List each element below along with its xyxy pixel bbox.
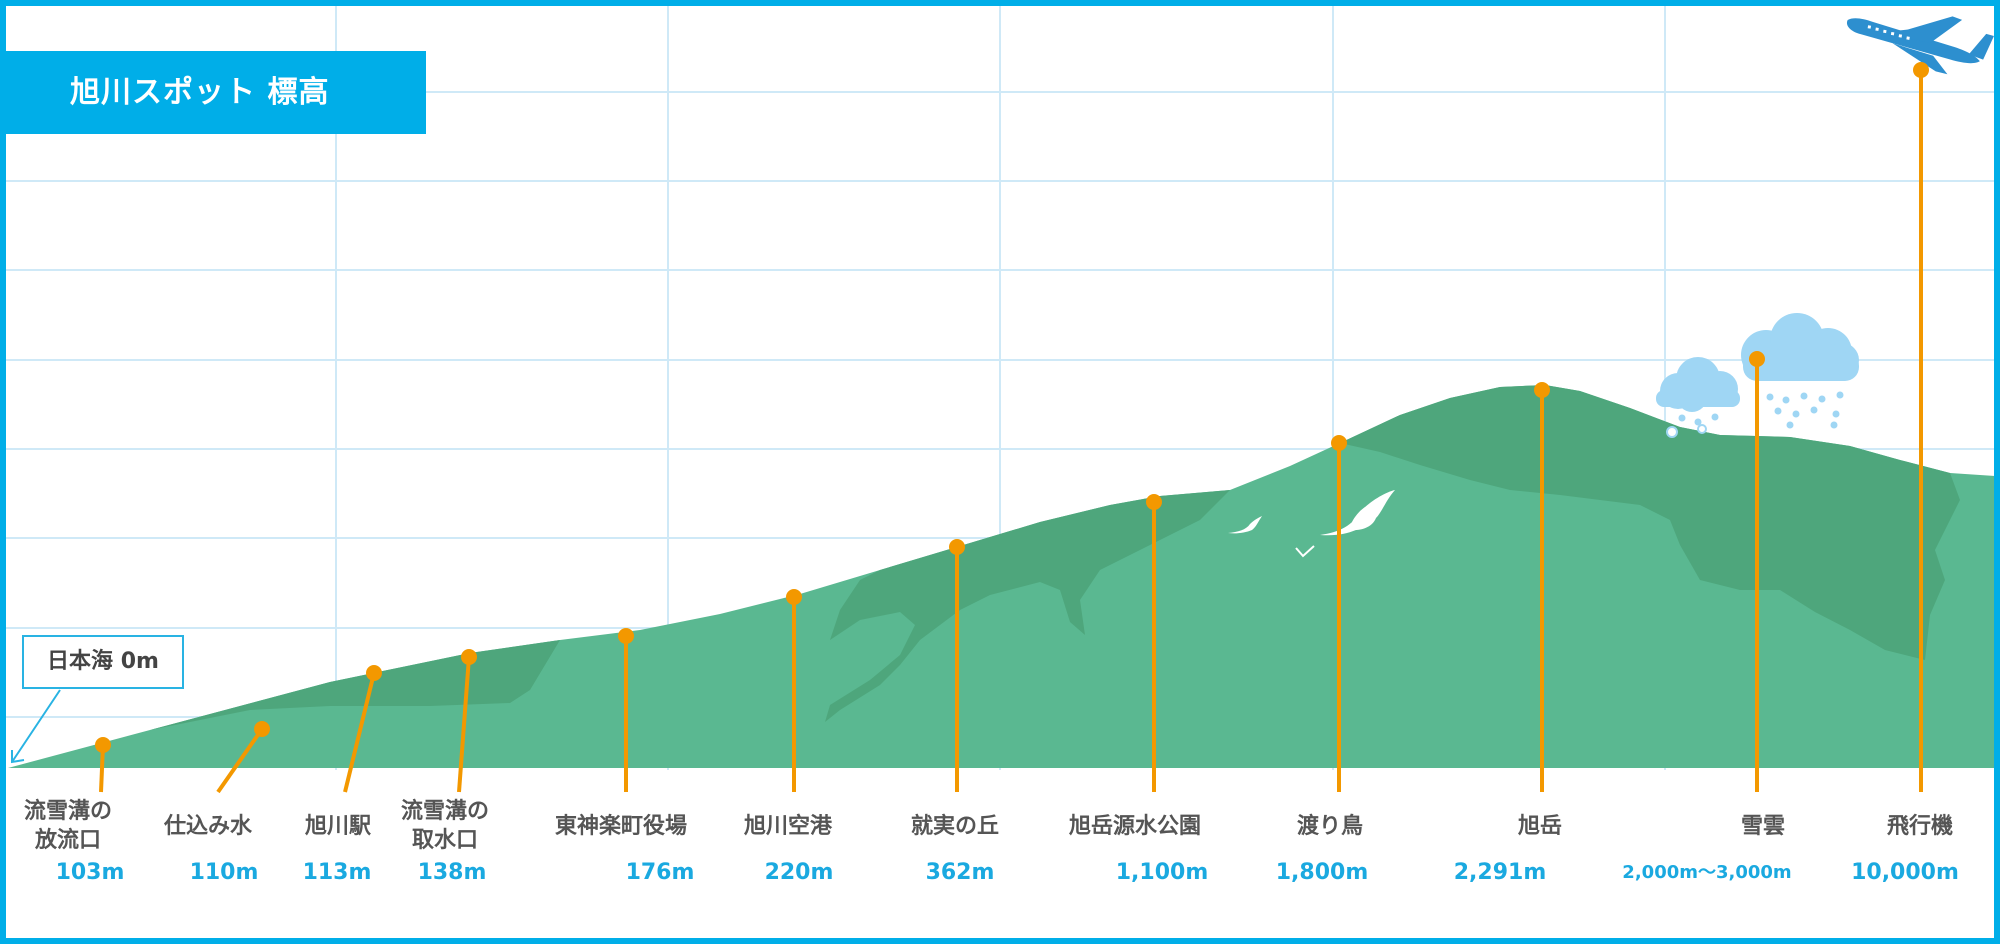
spot-elevation: 2,291m [1453,860,1547,885]
bird-icon [1228,516,1262,534]
spot-name: 旭川空港 [743,814,833,839]
spot-marker [1913,62,1929,78]
mountain-ridge [1340,385,1960,660]
snow-icon [1766,391,1844,429]
cloud-icon [1741,313,1859,381]
spot-marker [461,649,477,665]
spot-marker [1749,351,1765,367]
spot-name: 雪雲 [1740,814,1786,839]
spot-name: 東神楽町役場 [554,814,688,839]
spot-markers [95,62,1929,794]
airplane-icon [1846,16,1994,75]
mountain-ridge [150,640,560,730]
snow-icon [1666,424,1707,438]
cloud-icon [1656,357,1740,412]
spot-elevation: 113m [302,860,372,885]
spot-marker [949,539,965,555]
spot-marker [366,665,382,681]
spot-name: 就実の丘 [910,814,1000,839]
spot-name: 渡り鳥 [1296,814,1364,839]
bird-icon [1295,545,1315,558]
spot-marker [254,721,270,737]
spot-name: 旭川駅 [304,814,372,839]
spot-elevation: 103m [55,860,125,885]
spot-name: 飛行機 [1886,814,1954,839]
spot-name: 流雪溝の 放流口 [23,799,113,853]
snow-icon [1678,413,1719,426]
spot-elevation: 110m [189,860,259,885]
spot-line [216,727,264,794]
spot-line [457,656,471,793]
spot-marker [1534,382,1550,398]
spot-elevation: 1,800m [1275,860,1369,885]
spot-marker [1331,435,1347,451]
spot-elevation: 10,000m [1851,860,1959,885]
spot-marker [95,737,111,753]
spot-name: 旭岳 [1517,814,1563,839]
spot-marker [618,628,634,644]
spot-name: 流雪溝の 取水口 [400,799,490,853]
spot-elevation: 2,000m〜3,000m [1622,862,1792,883]
sea-arrow [11,689,61,764]
spot-name: 仕込み水 [163,814,253,839]
spot-marker [1146,494,1162,510]
spot-elevation: 1,100m [1115,860,1209,885]
spot-line [343,672,376,793]
spot-name: 旭岳源水公園 [1068,814,1202,839]
bird-icon [1320,490,1395,536]
diagram-title: 旭川スポット 標高 [6,51,426,134]
spot-marker [786,589,802,605]
spot-elevation: 220m [764,860,834,885]
spot-elevation: 138m [417,860,487,885]
sea-level-label: 日本海 0m [22,635,184,689]
spot-elevation: 362m [925,860,995,885]
spot-elevation: 176m [625,860,695,885]
mountain-ridge [825,490,1230,722]
